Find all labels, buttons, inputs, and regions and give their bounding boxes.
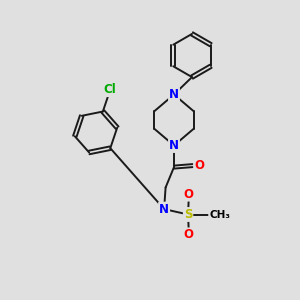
Text: O: O [184, 228, 194, 242]
Text: N: N [169, 88, 179, 101]
Text: S: S [184, 208, 192, 221]
Text: CH₃: CH₃ [209, 209, 230, 220]
Text: N: N [159, 202, 169, 216]
Text: Cl: Cl [104, 83, 117, 96]
Text: O: O [184, 188, 194, 201]
Text: O: O [194, 159, 204, 172]
Text: N: N [169, 139, 179, 152]
